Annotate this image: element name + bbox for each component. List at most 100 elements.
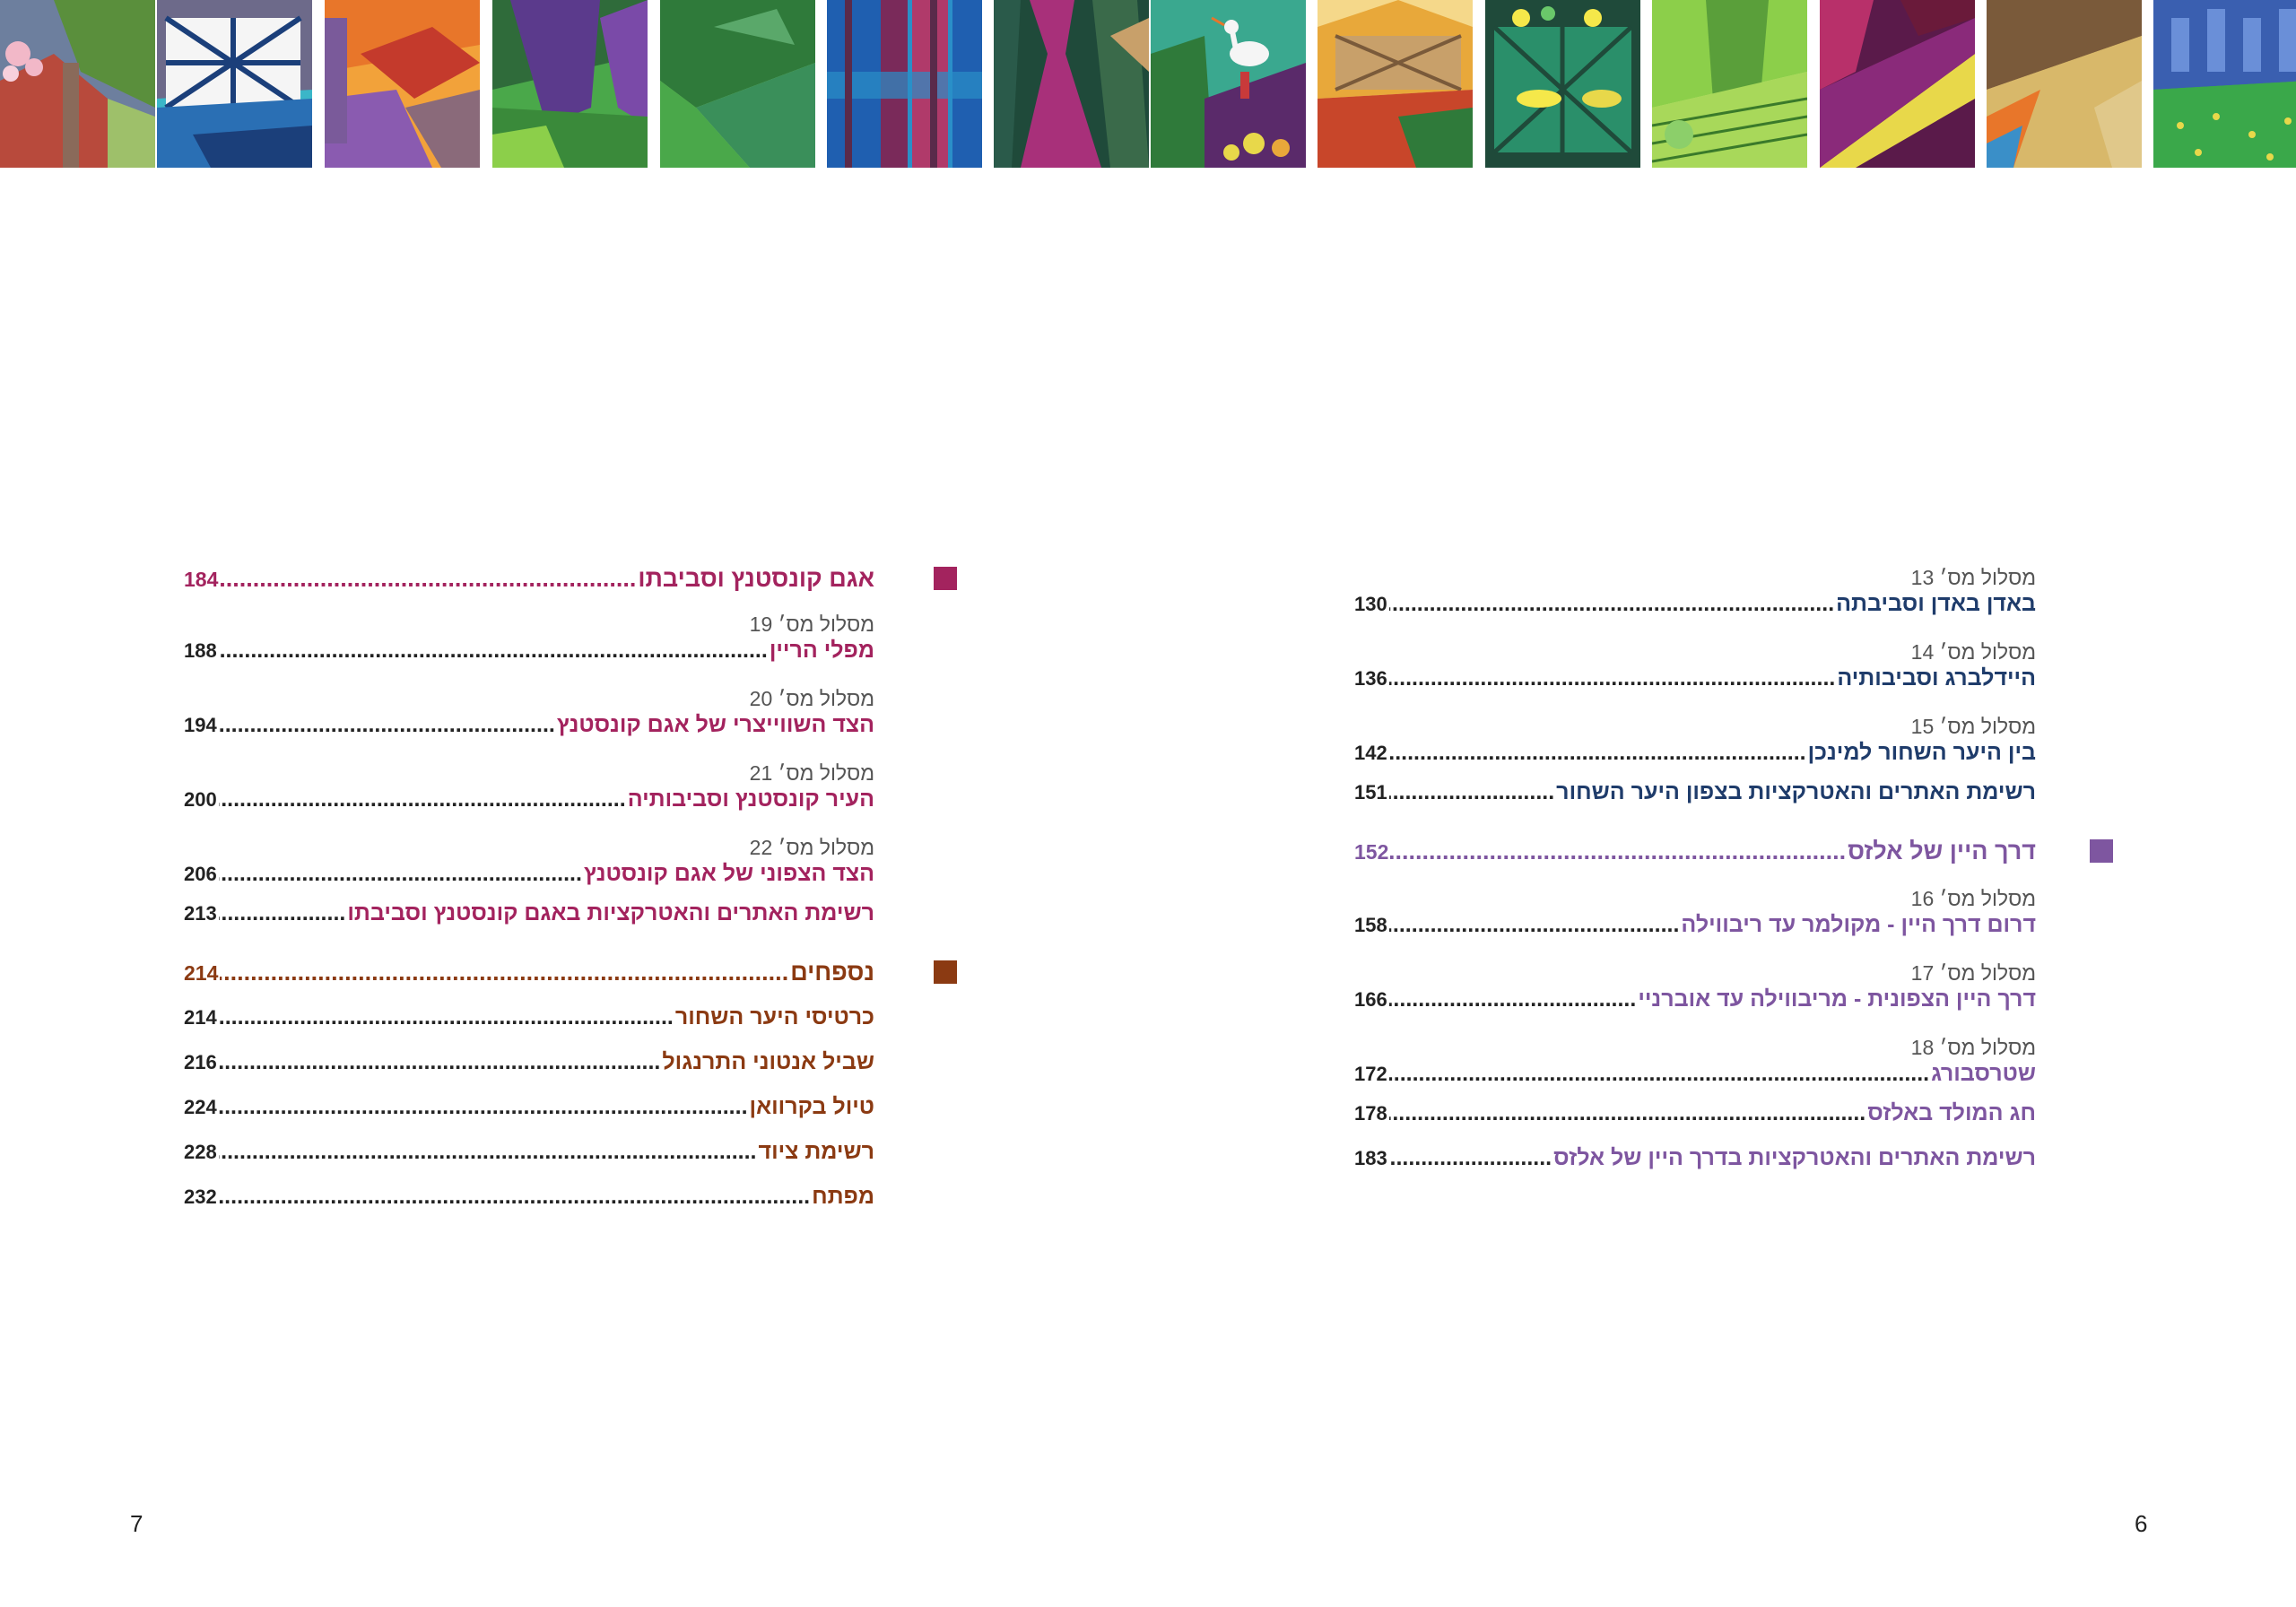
page-ref: 228 [184, 1141, 217, 1163]
page-ref: 151 [1354, 781, 1387, 804]
blue-forest-tile-icon [827, 0, 982, 168]
entry-title: רשימת האתרים והאטרקציות בצפון היער השחור [1556, 779, 2036, 804]
page-ref: 136 [1354, 667, 1387, 690]
purple-hills-tile-icon [492, 0, 648, 168]
page-ref: 172 [1354, 1063, 1387, 1085]
toc-section-heading[interactable]: דרך היין של אלזס 152 [1354, 838, 2113, 877]
entry-title: כרטיסי היער השחור [674, 1004, 874, 1029]
page-ref: 183 [1354, 1147, 1387, 1169]
page-number-right: 6 [2135, 1510, 2148, 1537]
toc-list-entry[interactable]: חג המולד באלזס 178 [1354, 1099, 2036, 1139]
section-marker-icon [934, 567, 957, 590]
toc-entry[interactable]: מסלול מס׳ 17 דרך היין הצפונית - מריבוויל… [1354, 960, 2036, 1012]
entry-title: רשימת האתרים והאטרקציות באגם קונסטנץ וסב… [347, 900, 874, 925]
page-ref: 206 [184, 863, 217, 885]
route-number: מסלול מס׳ 17 [1910, 961, 2036, 985]
dot-leader [219, 786, 626, 812]
toc-list-entry[interactable]: רשימת ציוד 228 [184, 1138, 874, 1177]
dot-leader [219, 899, 346, 926]
toc-entry[interactable]: מסלול מס׳ 14 היידלברג וסביבותיה 136 [1354, 639, 2036, 691]
dot-leader [1389, 911, 1680, 938]
stork-tile-icon [1151, 0, 1306, 168]
page-ref: 224 [184, 1096, 217, 1118]
toc-list-entry[interactable]: טיול בקרוואן 224 [184, 1093, 874, 1133]
page-number-left: 7 [130, 1510, 144, 1537]
page-ref: 214 [184, 1006, 217, 1029]
entry-title: רשימת האתרים והאטרקציות בדרך היין של אלז… [1553, 1145, 2036, 1170]
route-number: מסלול מס׳ 22 [749, 836, 874, 859]
route-number: מסלול מס׳ 15 [1910, 715, 2036, 738]
toc-entry[interactable]: מסלול מס׳ 18 שטרסבורג 172 [1354, 1035, 2036, 1086]
page-ref: 142 [1354, 742, 1387, 764]
dot-leader [219, 860, 582, 887]
entry-title: בין היער השחור למינכן [1807, 740, 2036, 765]
green-timber-tile-icon [1485, 0, 1640, 168]
header-illustration-strip [0, 0, 2296, 168]
dot-leader [219, 1048, 661, 1075]
toc-right-column: מסלול מס׳ 13 באדן באדן וסביבתה 130 מסלול … [1354, 565, 2113, 1184]
page-ref: 188 [184, 639, 217, 662]
entry-title: העיר קונסטנץ וסביבותיה [627, 786, 874, 812]
entry-title: דרום דרך היין - מקולמר עד ריבווילה [1681, 912, 2036, 937]
toc-entry[interactable]: מסלול מס׳ 16 דרום דרך היין - מקולמר עד ר… [1354, 886, 2036, 937]
golden-slope-tile-icon [1987, 0, 2142, 168]
page-ref: 194 [184, 714, 217, 736]
route-number: מסלול מס׳ 21 [749, 761, 874, 785]
toc-entry[interactable]: מסלול מס׳ 15 בין היער השחור למינכן 142 [1354, 714, 2036, 765]
entry-title: שביל אנטוני התרנגול [662, 1049, 874, 1074]
page-ref: 166 [1354, 988, 1387, 1011]
dot-leader [1389, 1099, 1866, 1126]
section-title: נספחים [790, 959, 874, 986]
toc-list-entry[interactable]: רשימת האתרים והאטרקציות בצפון היער השחור… [1354, 778, 2036, 818]
entry-title: היידלברג וסביבותיה [1837, 665, 2036, 691]
page-ref: 184 [184, 568, 219, 591]
vineyard-tile-icon [1652, 0, 1807, 168]
dot-leader [1389, 1060, 1929, 1087]
toc-entry[interactable]: מסלול מס׳ 13 באדן באדן וסביבתה 130 [1354, 565, 2036, 616]
page-ref: 232 [184, 1186, 217, 1208]
blue-lake-tile-icon [2153, 0, 2296, 168]
route-number: מסלול מס׳ 18 [1910, 1036, 2036, 1059]
dot-leader [220, 959, 788, 986]
entry-title: שטרסבורג [1931, 1061, 2036, 1086]
orange-roofs-tile-icon [325, 0, 480, 168]
toc-section-heading[interactable]: אגם קונסטנץ וסביבתו 184 [184, 565, 957, 604]
toc-entry[interactable]: מסלול מס׳ 22 הצד הצפוני של אגם קונסטנץ 20… [184, 835, 874, 886]
section-title: דרך היין של אלזס [1848, 838, 2036, 864]
entry-title: מפתח [812, 1184, 874, 1209]
toc-list-entry[interactable]: רשימת האתרים והאטרקציות באגם קונסטנץ וסב… [184, 899, 874, 939]
dot-leader [1390, 838, 1846, 864]
toc-list-entry[interactable]: שביל אנטוני התרנגול 216 [184, 1048, 874, 1088]
section-marker-icon [2090, 839, 2113, 863]
dot-leader [219, 711, 555, 738]
entry-title: דרך היין הצפונית - מריבווילה עד אוברניי [1638, 986, 2036, 1012]
toc-list-entry[interactable]: כרטיסי היער השחור 214 [184, 1003, 874, 1043]
page-ref: 214 [184, 961, 219, 985]
route-number: מסלול מס׳ 19 [749, 612, 874, 636]
page-ref: 213 [184, 902, 217, 925]
blossom-chalet-tile-icon [0, 0, 155, 168]
entry-title: טיול בקרוואן [749, 1094, 874, 1119]
toc-entry[interactable]: מסלול מס׳ 21 העיר קונסטנץ וסביבותיה 200 [184, 760, 874, 812]
dot-leader [1389, 665, 1836, 691]
dot-leader [1389, 986, 1637, 1012]
toc-list-entry[interactable]: מפתח 232 [184, 1183, 874, 1222]
toc-entry[interactable]: מסלול מס׳ 19 מפלי הריין 188 [184, 612, 874, 663]
route-number: מסלול מס׳ 16 [1910, 887, 2036, 910]
page-ref: 200 [184, 788, 217, 811]
route-number: מסלול מס׳ 14 [1910, 640, 2036, 664]
page-ref: 152 [1354, 840, 1389, 864]
dot-leader [1389, 778, 1554, 805]
green-fields-tile-icon [660, 0, 815, 168]
toc-appendix-heading[interactable]: נספחים 214 [184, 959, 957, 998]
toc-list-entry[interactable]: רשימת האתרים והאטרקציות בדרך היין של אלז… [1354, 1144, 2036, 1184]
route-number: מסלול מס׳ 13 [1910, 566, 2036, 589]
dot-leader [1389, 1144, 1552, 1171]
route-number: מסלול מס׳ 20 [749, 687, 874, 710]
timber-house-tile-icon [157, 0, 312, 168]
toc-entry[interactable]: מסלול מס׳ 20 הצד השווייצרי של אגם קונסטנ… [184, 686, 874, 737]
entry-title: הצד הצפוני של אגם קונסטנץ [583, 861, 874, 886]
entry-title: רשימת ציוד [758, 1139, 874, 1164]
entry-title: מפלי הריין [769, 638, 874, 663]
magenta-slope-tile-icon [1820, 0, 1975, 168]
